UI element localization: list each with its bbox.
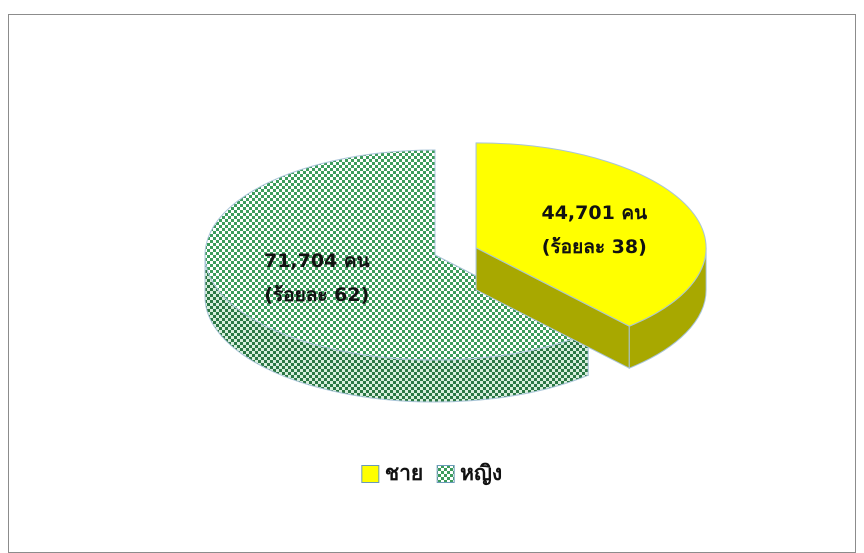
- slice-top: [475, 142, 707, 327]
- legend-label: หญิง: [460, 461, 502, 486]
- legend-label: ชาย: [385, 461, 423, 485]
- legend: ชาย หญิง: [361, 461, 502, 486]
- slice: 44,701 คน (ร้อยละ 38): [475, 142, 707, 369]
- legend-swatch: [361, 465, 380, 483]
- slice-top: [204, 149, 590, 361]
- data-label: (ร้อยละ 38): [542, 236, 647, 258]
- slice: 71,704 คน (ร้อยละ 62): [204, 149, 590, 403]
- data-label: (ร้อยละ 62): [264, 284, 369, 306]
- data-label: 44,701 คน: [541, 202, 647, 224]
- data-label: 71,704 คน: [264, 250, 370, 272]
- pie: 71,704 คน (ร้อยละ 62) 44,701 คน (ร้อยละ 38): [204, 142, 707, 403]
- legend-swatch: [436, 465, 455, 483]
